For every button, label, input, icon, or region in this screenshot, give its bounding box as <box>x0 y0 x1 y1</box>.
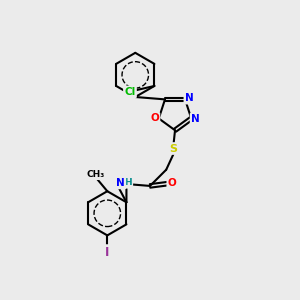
Text: Cl: Cl <box>124 87 136 97</box>
Text: S: S <box>169 143 178 154</box>
Text: N: N <box>185 93 194 103</box>
Text: O: O <box>168 178 176 188</box>
Text: N: N <box>191 114 200 124</box>
Text: I: I <box>105 246 110 259</box>
Text: N: N <box>116 178 125 188</box>
Text: O: O <box>150 113 159 124</box>
Text: CH₃: CH₃ <box>86 170 105 179</box>
Text: H: H <box>124 178 132 188</box>
